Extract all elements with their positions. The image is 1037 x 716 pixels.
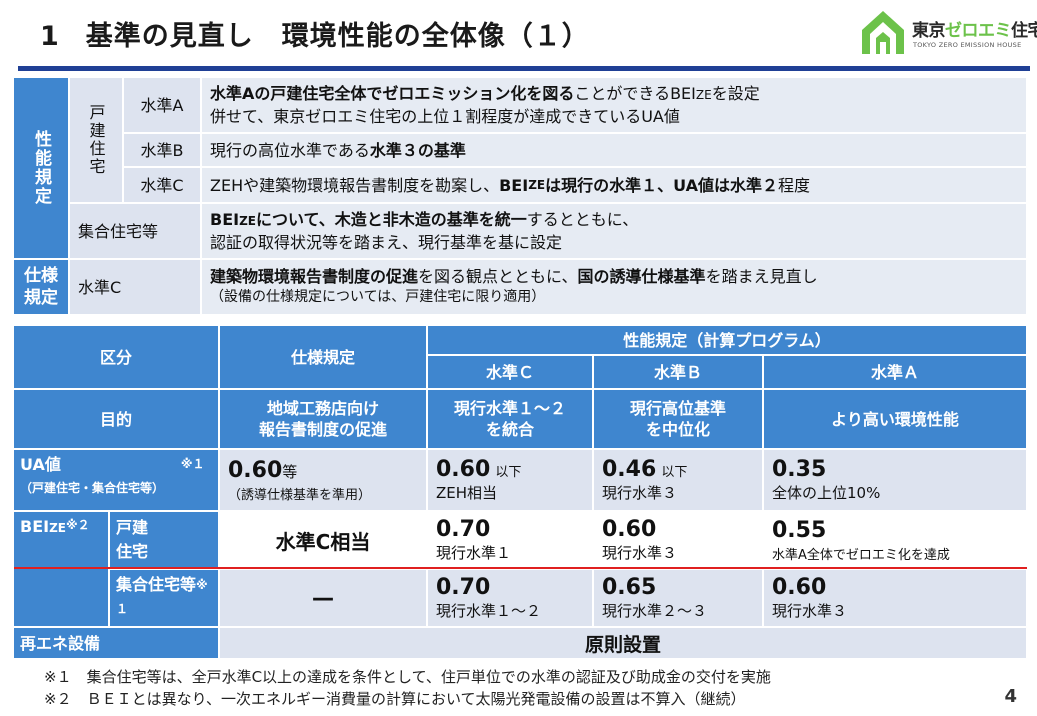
purpose-levelA: より高い環境性能 [764, 390, 1026, 448]
page-number: 4 [1004, 686, 1017, 707]
footnote-2: ※２ ＢＥＩとは異なり、一次エネルギー消費量の計算において太陽光発電設備の設置は… [44, 690, 746, 708]
renew-value: 原則設置 [220, 628, 1026, 658]
purpose-label: 目的 [14, 390, 218, 448]
h-category: 区分 [14, 326, 218, 388]
slide-title: 1 基準の見直し 環境性能の全体像（１） [40, 14, 590, 53]
levelA-desc: 水準Aの戸建住宅全体でゼロエミッション化を図ることができるBEIZEを設定 併せ… [202, 78, 1026, 132]
ua-levelB: 0.46 以下 現行水準３ [594, 450, 762, 510]
renew-label: 再エネ設備 [14, 628, 218, 658]
bei-detached-spec: 水準C相当 [220, 512, 426, 568]
title-underline [18, 66, 1030, 71]
ua-label: UA値 ※１ （戸建住宅・集合住宅等） [14, 450, 218, 510]
bei-detached-levelC: 0.70 現行水準１ [428, 512, 592, 568]
h-levelB: 水準Ｂ [594, 356, 762, 388]
bei-label: BEIZE※２ [14, 512, 108, 626]
spec-label: 仕様規定 [14, 260, 68, 314]
logo-subtitle: TOKYO ZERO EMISSION HOUSE [913, 41, 1022, 49]
purpose-levelC: 現行水準１～２ を統合 [428, 390, 592, 448]
purpose-levelB: 現行高位基準 を中位化 [594, 390, 762, 448]
levelA-name: 水準A [124, 78, 200, 132]
bei-multi-levelC: 0.70 現行水準１～２ [428, 570, 592, 626]
purpose-spec: 地域工務店向け 報告書制度の促進 [220, 390, 426, 448]
multi-desc: BEIZEについて、木造と非木造の基準を統一するとともに、 認証の取得状況等を踏… [202, 204, 1026, 258]
h-levelC: 水準Ｃ [428, 356, 592, 388]
h-perf: 性能規定（計算プログラム） [428, 326, 1026, 354]
perf-spec-label: 性能規定 [14, 78, 68, 258]
levelC-name: 水準C [124, 168, 200, 202]
bei-multi-levelB: 0.65 現行水準２～３ [594, 570, 762, 626]
bei-detached-label: 戸建住宅 [110, 512, 218, 568]
footnote-1: ※１ 集合住宅等は、全戸水準C以上の達成を条件として、住戸単位での水準の認証及び… [44, 668, 771, 686]
highlight-red-line [14, 567, 1027, 569]
detached-label: 戸建住宅 [70, 78, 122, 202]
bei-multi-levelA: 0.60 現行水準３ [764, 570, 1026, 626]
levelB-desc: 現行の高位水準である 水準３の基準 [202, 134, 1026, 166]
h-levelA: 水準Ａ [764, 356, 1026, 388]
title-number: 1 [40, 21, 60, 52]
spec-name: 水準C [70, 260, 200, 314]
levelB-name: 水準B [124, 134, 200, 166]
bei-multi-label: 集合住宅等※１ [110, 570, 218, 626]
multi-name: 集合住宅等 [70, 204, 200, 258]
ua-spec: 0.60等 （誘導仕様基準を準用） [220, 450, 426, 510]
title-text: 基準の見直し 環境性能の全体像（１） [85, 21, 590, 52]
levelC-desc: ZEHや建築物環境報告書制度を勘案し、 BEI ZE は現行の水準１、UA値は水準２ 程… [202, 168, 1026, 202]
bei-multi-spec: － [220, 570, 426, 626]
spec-desc: 建築物環境報告書制度の促進を図る観点とともに、国の誘導仕様基準を踏まえ見直し （… [202, 260, 1026, 314]
h-spec: 仕様規定 [220, 326, 426, 388]
house-logo-icon [862, 11, 904, 54]
logo: 東京ゼロエミ住宅 TOKYO ZERO EMISSION HOUSE [860, 8, 1037, 58]
bei-detached-levelB: 0.60 現行水準３ [594, 512, 762, 568]
ua-levelA: 0.35 全体の上位10% [764, 450, 1026, 510]
ua-levelC: 0.60 以下 ZEH相当 [428, 450, 592, 510]
bei-detached-levelA: 0.55 水準A全体でゼロエミ化を達成 [764, 512, 1026, 568]
logo-brand: 東京ゼロエミ住宅 [912, 21, 1037, 41]
